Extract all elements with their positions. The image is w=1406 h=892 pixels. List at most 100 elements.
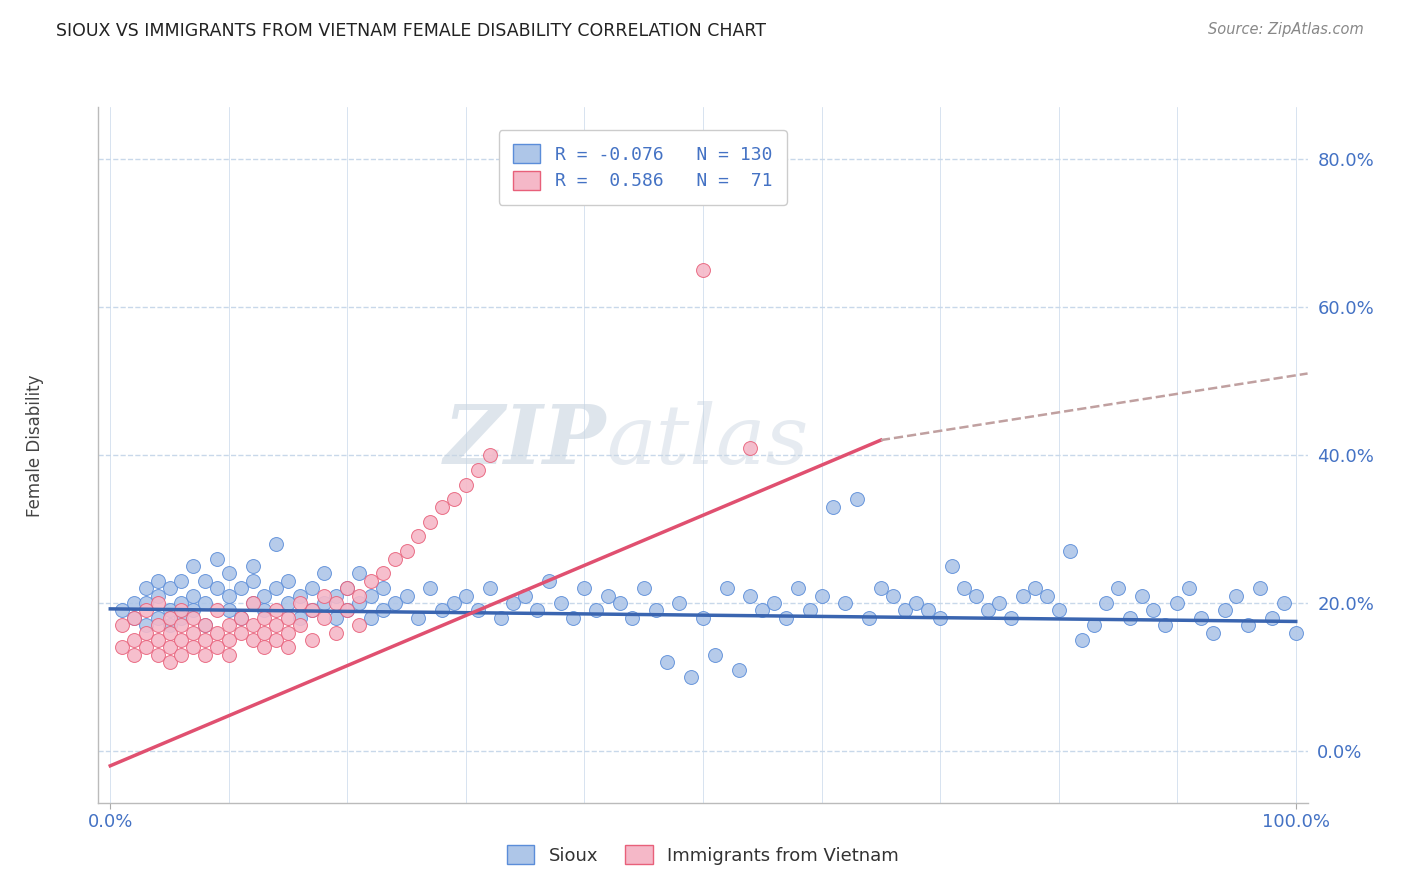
Text: Source: ZipAtlas.com: Source: ZipAtlas.com xyxy=(1208,22,1364,37)
Point xyxy=(122,596,145,610)
Point xyxy=(229,625,252,640)
Point xyxy=(301,603,323,617)
Point xyxy=(443,596,465,610)
Point xyxy=(229,611,252,625)
Point xyxy=(312,611,335,625)
Point xyxy=(395,544,418,558)
Point xyxy=(419,515,441,529)
Point xyxy=(170,574,193,588)
Point xyxy=(905,596,928,610)
Point xyxy=(620,611,643,625)
Point xyxy=(253,611,276,625)
Point xyxy=(111,618,134,632)
Point xyxy=(301,632,323,647)
Point xyxy=(181,611,204,625)
Point xyxy=(941,558,963,573)
Point xyxy=(122,611,145,625)
Point xyxy=(692,263,714,277)
Point xyxy=(775,611,797,625)
Point xyxy=(253,640,276,655)
Point xyxy=(371,581,394,595)
Point xyxy=(467,603,489,617)
Point xyxy=(336,581,359,595)
Point xyxy=(253,625,276,640)
Point xyxy=(218,632,240,647)
Point xyxy=(264,603,287,617)
Point xyxy=(834,596,856,610)
Point xyxy=(929,611,952,625)
Point xyxy=(1071,632,1094,647)
Point xyxy=(194,648,217,662)
Point xyxy=(277,625,299,640)
Point xyxy=(1047,603,1070,617)
Point xyxy=(242,596,264,610)
Point xyxy=(1166,596,1188,610)
Point xyxy=(218,603,240,617)
Point xyxy=(454,589,477,603)
Point xyxy=(1213,603,1236,617)
Point xyxy=(325,611,347,625)
Point xyxy=(751,603,773,617)
Point xyxy=(264,537,287,551)
Point xyxy=(242,596,264,610)
Point xyxy=(347,589,370,603)
Point xyxy=(491,611,513,625)
Point xyxy=(194,618,217,632)
Point xyxy=(170,618,193,632)
Point xyxy=(810,589,832,603)
Point xyxy=(574,581,596,595)
Point xyxy=(253,589,276,603)
Point xyxy=(218,618,240,632)
Point xyxy=(681,670,703,684)
Point xyxy=(585,603,607,617)
Point xyxy=(799,603,821,617)
Point xyxy=(170,603,193,617)
Point xyxy=(135,618,157,632)
Point xyxy=(146,596,169,610)
Point xyxy=(288,589,311,603)
Point xyxy=(146,611,169,625)
Point xyxy=(408,611,430,625)
Point xyxy=(218,566,240,581)
Point xyxy=(1012,589,1035,603)
Point xyxy=(740,441,762,455)
Point xyxy=(277,611,299,625)
Point xyxy=(1107,581,1129,595)
Point xyxy=(146,589,169,603)
Point xyxy=(325,625,347,640)
Point xyxy=(301,603,323,617)
Point xyxy=(336,581,359,595)
Point xyxy=(170,632,193,647)
Point xyxy=(360,574,382,588)
Point xyxy=(1178,581,1201,595)
Point xyxy=(419,581,441,595)
Legend: Sioux, Immigrants from Vietnam: Sioux, Immigrants from Vietnam xyxy=(498,837,908,874)
Point xyxy=(976,603,998,617)
Point xyxy=(478,581,501,595)
Point xyxy=(478,448,501,462)
Point xyxy=(561,611,583,625)
Point xyxy=(159,611,181,625)
Point xyxy=(312,596,335,610)
Point xyxy=(1202,625,1225,640)
Point xyxy=(537,574,560,588)
Point xyxy=(312,589,335,603)
Point xyxy=(135,640,157,655)
Point xyxy=(763,596,786,610)
Point xyxy=(515,589,537,603)
Point xyxy=(264,632,287,647)
Point xyxy=(609,596,631,610)
Point xyxy=(952,581,974,595)
Point xyxy=(288,596,311,610)
Point xyxy=(264,581,287,595)
Point xyxy=(988,596,1011,610)
Point xyxy=(1189,611,1212,625)
Point xyxy=(146,632,169,647)
Point xyxy=(1024,581,1046,595)
Point xyxy=(1095,596,1118,610)
Point xyxy=(312,566,335,581)
Point xyxy=(467,463,489,477)
Point xyxy=(170,648,193,662)
Point xyxy=(1036,589,1059,603)
Point xyxy=(194,574,217,588)
